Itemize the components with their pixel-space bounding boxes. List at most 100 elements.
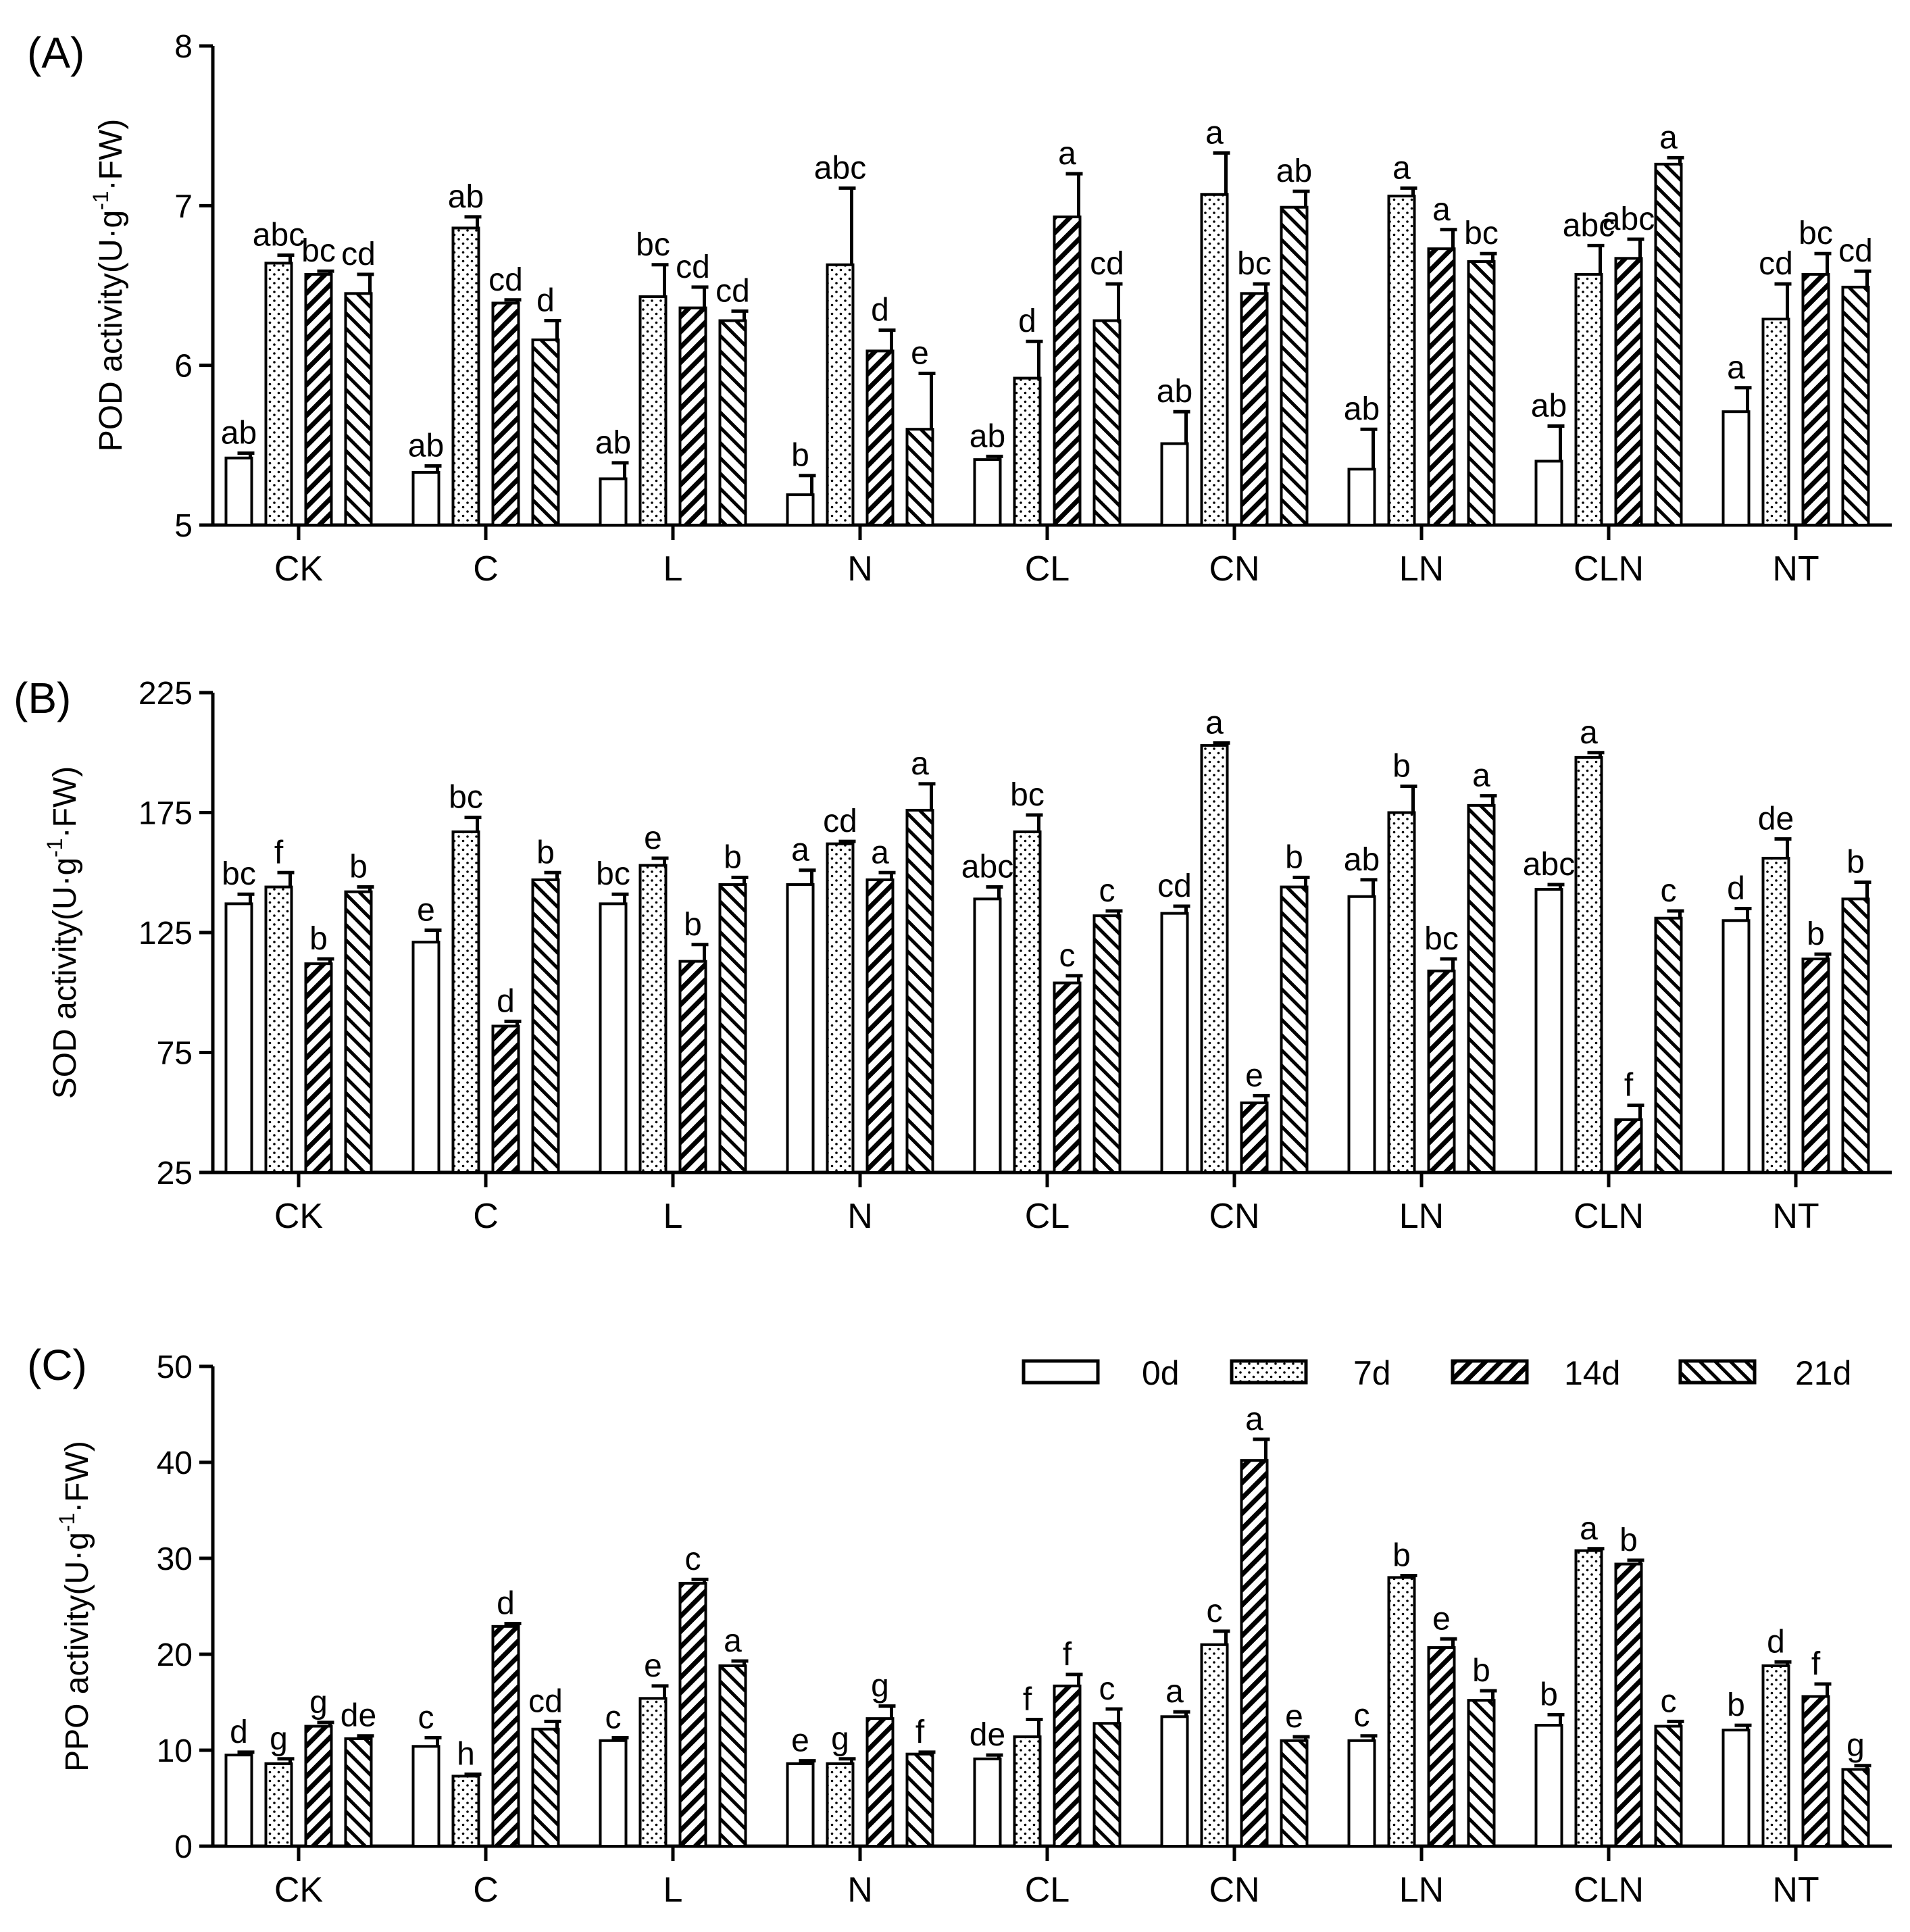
y-axis-title: SOD activity(U·g-1·FW) — [43, 766, 83, 1099]
bar-n-0d — [786, 493, 815, 527]
significance-letter: c — [605, 1700, 622, 1736]
significance-letter: g — [270, 1721, 288, 1757]
x-tick-label-cl: CL — [1025, 1197, 1070, 1236]
significance-letter: b — [724, 839, 742, 875]
significance-letter: cd — [823, 803, 857, 839]
bar-c-0d — [411, 941, 441, 1174]
bar-cl-7d — [1013, 1735, 1042, 1848]
bar-n-0d — [786, 1762, 815, 1848]
bar-cl-0d — [973, 458, 1002, 526]
bar-ln-7d — [1387, 195, 1416, 526]
significance-letter: e — [644, 820, 662, 856]
significance-letter: cd — [676, 249, 710, 285]
bar-cl-21d — [1092, 914, 1122, 1174]
bar-cn-14d — [1240, 1459, 1269, 1848]
significance-letter: b — [536, 835, 555, 870]
bar-l-21d — [718, 883, 747, 1174]
y-tick-label: 175 — [139, 796, 193, 832]
significance-letter: c — [1099, 1671, 1115, 1707]
legend-label-14d: 14d — [1564, 1354, 1620, 1392]
significance-letter: abc — [1523, 847, 1575, 883]
bar-cn-21d — [1280, 205, 1309, 526]
significance-letter: f — [1811, 1646, 1821, 1682]
bar-nt-0d — [1721, 1729, 1751, 1848]
legend-label-0d: 0d — [1142, 1354, 1180, 1392]
significance-letter: a — [791, 833, 809, 868]
x-tick-label-nt: NT — [1772, 1197, 1819, 1236]
bar-l-21d — [718, 319, 747, 526]
bar-ln-21d — [1467, 1699, 1496, 1848]
y-tick-label: 25 — [157, 1156, 193, 1191]
significance-letter: g — [1846, 1728, 1865, 1764]
significance-letter: d — [1727, 871, 1745, 907]
bar-nt-14d — [1801, 1695, 1830, 1848]
significance-letter: bc — [1010, 777, 1045, 813]
y-tick-label: 6 — [174, 349, 193, 385]
x-tick-label-cln: CLN — [1574, 1871, 1644, 1910]
bar-l-14d — [678, 1581, 707, 1848]
bar-ln-14d — [1427, 247, 1456, 526]
bar-n-21d — [905, 428, 934, 527]
bar-c-7d — [451, 830, 480, 1174]
y-tick-label: 7 — [174, 189, 193, 224]
significance-letter: bc — [449, 780, 483, 816]
x-tick-label-ck: CK — [274, 1197, 324, 1236]
significance-letter: d — [497, 1586, 515, 1622]
significance-letter: b — [309, 921, 328, 957]
bar-ck-21d — [344, 890, 373, 1174]
legend-item-7d: 7d — [1230, 1354, 1391, 1392]
significance-letter: ab — [1344, 391, 1380, 427]
x-tick-label-n: N — [847, 549, 873, 589]
significance-letter: bc — [1799, 216, 1833, 251]
x-tick-label-l: L — [663, 1197, 683, 1236]
bar-c-0d — [411, 471, 441, 527]
x-tick-label-l: L — [663, 549, 683, 589]
y-axis-title-sup: -1 — [55, 1513, 79, 1532]
significance-letter: bc — [1424, 921, 1459, 957]
bar-l-7d — [638, 1697, 668, 1848]
significance-letter: abc — [253, 218, 305, 253]
significance-letter: a — [1205, 705, 1224, 741]
significance-letter: a — [1432, 192, 1451, 228]
significance-letter: bc — [596, 856, 630, 892]
significance-letter: c — [1661, 1683, 1677, 1719]
significance-letter: cd — [488, 262, 523, 298]
legend-item-0d: 0d — [1022, 1354, 1180, 1392]
significance-letter: e — [417, 892, 435, 928]
bar-n-7d — [826, 842, 855, 1174]
significance-letter: ab — [595, 425, 631, 461]
x-tick-label-ln: LN — [1399, 1871, 1444, 1910]
bar-n-14d — [865, 349, 895, 526]
x-tick-label-l: L — [663, 1871, 683, 1910]
bar-cl-14d — [1053, 981, 1082, 1174]
bar-ck-14d — [304, 1725, 333, 1848]
significance-letter: d — [230, 1714, 248, 1750]
bar-l-0d — [599, 1739, 628, 1848]
bar-cln-0d — [1534, 1724, 1563, 1848]
significance-letter: d — [871, 293, 889, 328]
bar-ln-0d — [1347, 1739, 1376, 1848]
bar-ck-21d — [344, 1737, 373, 1848]
significance-letter: c — [685, 1541, 701, 1577]
significance-letter: b — [1392, 748, 1411, 784]
bar-nt-21d — [1841, 897, 1870, 1174]
bar-c-14d — [491, 301, 520, 526]
legend-swatch-14d — [1451, 1359, 1529, 1385]
panel-label: (A) — [27, 28, 84, 77]
significance-letter: a — [1245, 1402, 1263, 1437]
bar-n-14d — [865, 1717, 895, 1848]
significance-letter: a — [1727, 350, 1745, 386]
significance-letter: bc — [222, 856, 256, 892]
y-tick-label: 10 — [157, 1733, 193, 1769]
significance-letter: a — [871, 835, 889, 870]
significance-letter: e — [1245, 1058, 1263, 1093]
significance-letter: c — [1661, 873, 1677, 909]
x-tick-label-cn: CN — [1209, 1871, 1259, 1910]
bar-ck-7d — [264, 262, 293, 526]
bar-ln-0d — [1347, 895, 1376, 1174]
significance-letter: bc — [636, 227, 670, 263]
y-axis-title-tail: ·FW) — [47, 766, 83, 839]
